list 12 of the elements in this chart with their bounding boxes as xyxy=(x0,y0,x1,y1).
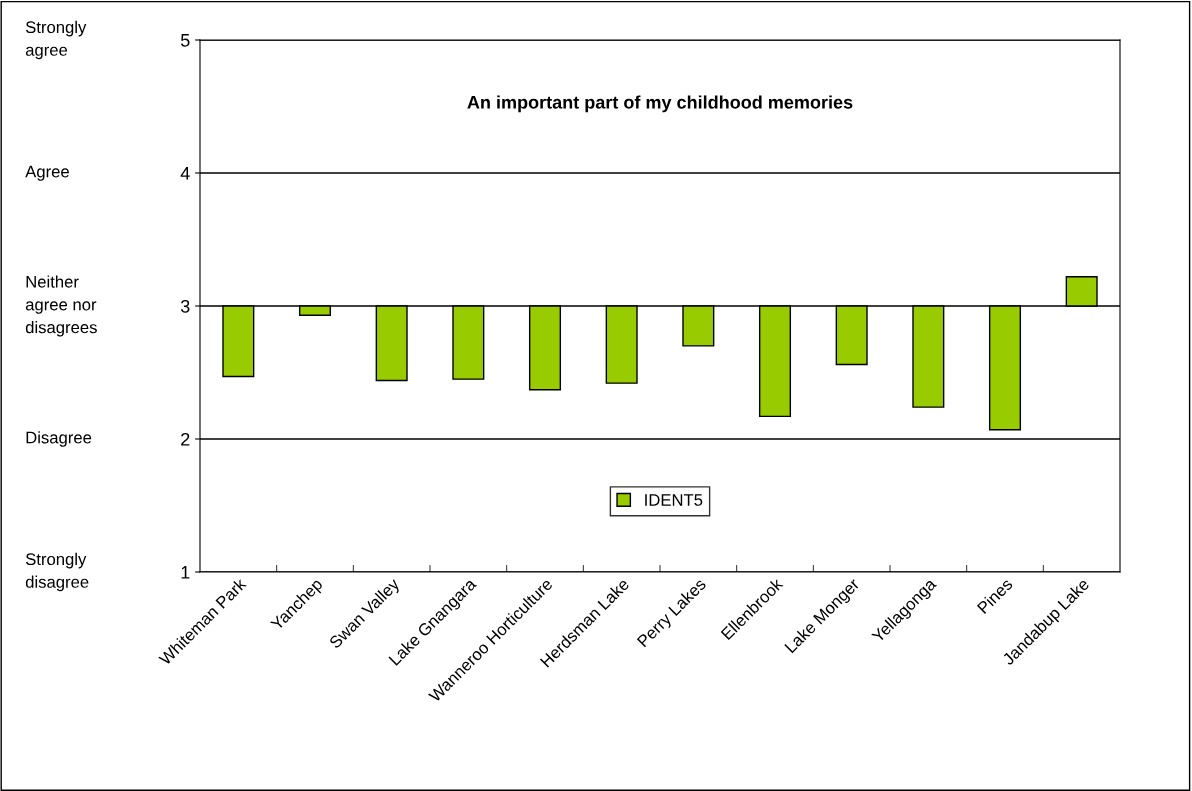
text: Strongly disagree xyxy=(25,552,89,592)
text: An important part of my childhood memories xyxy=(467,95,853,113)
legend-label: IDENT5 xyxy=(645,494,703,506)
text: Disagree xyxy=(26,431,92,447)
text: Agree xyxy=(25,165,69,181)
y-tick-label: 1 xyxy=(181,566,190,579)
y-tick-label: 3 xyxy=(180,299,190,313)
y-tick-label: 4 xyxy=(180,167,190,180)
text: Strongly agree xyxy=(25,20,87,60)
text: Neither agree nor disagrees xyxy=(25,275,97,337)
y-tick-label: 5 xyxy=(180,34,190,47)
y-tick-label: 2 xyxy=(181,432,190,446)
